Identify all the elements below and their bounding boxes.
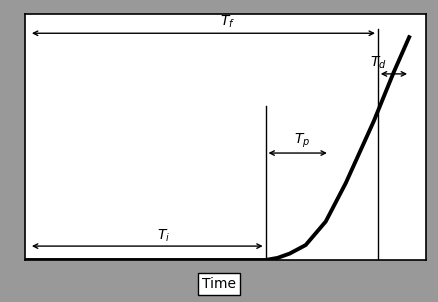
Text: $T_f$: $T_f$ [220, 14, 235, 30]
Text: Time: Time [202, 277, 236, 291]
Text: $T_p$: $T_p$ [293, 132, 310, 150]
Text: $T_i$: $T_i$ [157, 227, 170, 243]
Text: $T_d$: $T_d$ [370, 54, 386, 71]
